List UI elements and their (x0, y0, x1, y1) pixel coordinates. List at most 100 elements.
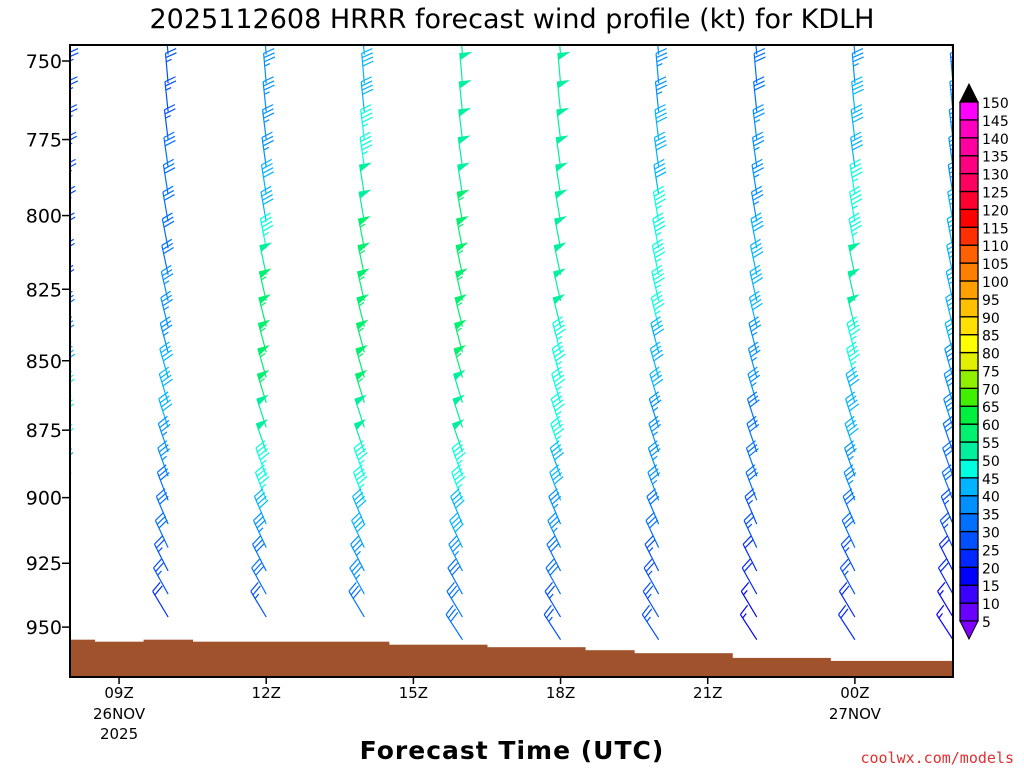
wind-barb (358, 189, 372, 222)
barb-feather (851, 80, 863, 87)
barb-flag (356, 294, 370, 305)
barb-feather (158, 391, 169, 400)
barb-feather (251, 558, 260, 569)
barb-feather (362, 88, 374, 95)
barb-feather (945, 401, 953, 408)
barb-feather (946, 240, 953, 246)
barb-half-feather (848, 479, 854, 485)
barb-feather (942, 415, 953, 425)
wind-barb (543, 604, 562, 641)
wind-barb (253, 488, 269, 525)
wind-barb (936, 604, 953, 641)
barb-half-feather (264, 91, 270, 95)
wind-barb (447, 558, 463, 595)
barb-feather (753, 48, 766, 54)
wind-barb (938, 535, 953, 572)
barb-half-feather (259, 378, 265, 383)
wind-barb (450, 488, 465, 525)
barb-feather (754, 56, 766, 63)
barb-feather (257, 495, 267, 505)
barb-staff (70, 324, 71, 327)
wind-barb (937, 558, 953, 595)
barb-feather (651, 290, 662, 299)
barb-flag (847, 268, 861, 279)
barb-staff (841, 520, 856, 548)
wind-barb (652, 185, 667, 222)
colorbar-swatch (959, 459, 979, 479)
barb-feather (649, 366, 660, 375)
barb-feather (545, 558, 555, 569)
barb-feather (645, 562, 655, 572)
barb-half-feather (165, 58, 172, 63)
wind-barb (554, 189, 568, 222)
barb-feather (749, 320, 761, 328)
barb-feather (753, 167, 764, 174)
wind-barb (162, 185, 175, 222)
wind-barb (357, 242, 371, 275)
wind-barb (746, 415, 760, 453)
colorbar-label: 110 (982, 239, 1009, 255)
colorbar-label: 85 (982, 329, 1000, 345)
barb-feather (161, 268, 173, 277)
barb-feather (160, 370, 171, 379)
colorbar-label: 15 (982, 579, 1000, 595)
barb-flag (452, 394, 465, 406)
colorbar-label: 45 (982, 472, 1000, 488)
chart-title: 2025112608 HRRR forecast wind profile (k… (149, 4, 874, 35)
barb-staff (262, 81, 267, 112)
barb-flag (453, 369, 466, 381)
barb-feather (256, 468, 267, 477)
barb-half-feather (646, 616, 651, 622)
barb-feather (70, 378, 75, 384)
wind-barb (70, 366, 75, 403)
wind-barb (843, 464, 857, 501)
barb-half-feather (754, 119, 761, 123)
barb-feather (555, 328, 567, 336)
barb-flag (554, 216, 568, 226)
barb-staff (451, 472, 464, 501)
terrain-segment (192, 641, 390, 677)
barb-feather (70, 52, 79, 58)
barb-half-feather (70, 114, 73, 118)
barb-feather (261, 220, 273, 228)
barb-feather (656, 56, 668, 63)
barb-half-feather (742, 613, 747, 619)
barb-feather (750, 324, 762, 332)
barb-flag (455, 242, 469, 253)
barb-staff (743, 520, 758, 548)
barb-feather (160, 345, 171, 354)
barb-staff (740, 590, 758, 618)
barb-feather (162, 403, 173, 412)
colorbar-label: 60 (982, 418, 1000, 434)
barb-feather (254, 539, 263, 549)
wind-barb (753, 48, 766, 84)
wind-barb (164, 48, 177, 84)
barb-feather (353, 515, 363, 525)
barb-feather (849, 378, 860, 387)
wind-barbs (70, 45, 953, 641)
barb-feather (453, 495, 464, 505)
barb-feather (651, 374, 663, 383)
barb-feather (70, 131, 77, 137)
wind-barb (947, 161, 953, 195)
barb-feather (549, 464, 560, 473)
terrain-segment (830, 660, 953, 677)
barb-half-feather (165, 87, 172, 91)
colorbar-label: 25 (982, 543, 1000, 559)
barb-feather (654, 131, 666, 139)
barb-feather (843, 515, 853, 525)
colorbar-swatch (959, 101, 979, 121)
barb-feather (164, 76, 176, 83)
barb-staff (353, 447, 365, 477)
barb-feather (70, 469, 71, 470)
barb-feather (155, 488, 166, 497)
barb-staff (160, 271, 169, 301)
barb-feather (262, 108, 274, 115)
barb-feather (949, 107, 953, 111)
barb-feather (749, 345, 760, 354)
barb-flag (552, 294, 566, 305)
barb-feather (547, 562, 557, 572)
barb-feather (749, 399, 760, 408)
barb-feather (652, 238, 663, 246)
barb-feather (848, 212, 860, 220)
